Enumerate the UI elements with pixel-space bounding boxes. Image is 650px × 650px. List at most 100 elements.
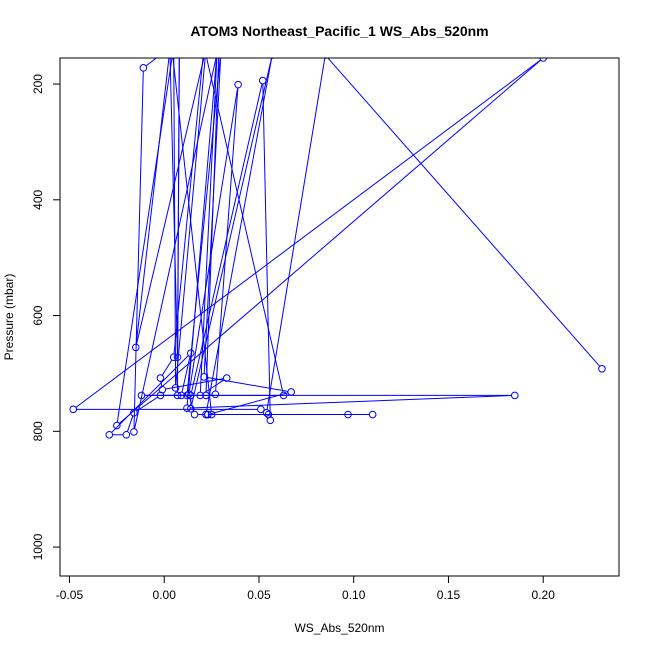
data-point [279, 391, 288, 400]
y-axis-label: Pressure (mbar) [2, 274, 16, 361]
series-line-segment [172, 58, 212, 412]
y-tick-label: 200 [31, 74, 45, 94]
data-point [200, 373, 208, 381]
data-point [183, 391, 191, 400]
x-tick-label: 0.20 [532, 588, 556, 602]
data-point [322, 58, 328, 59]
data-point [105, 430, 114, 439]
data-point [130, 408, 138, 417]
data-point [186, 349, 195, 357]
y-tick-label: 400 [31, 189, 45, 209]
series-line-segment [202, 379, 225, 394]
series-line-segment [191, 58, 272, 406]
data-point [214, 46, 221, 53]
series-line-segment [191, 83, 263, 393]
series-line-segment [188, 88, 239, 391]
data-point [262, 408, 271, 417]
y-tick-label: 800 [31, 421, 45, 441]
data-point [173, 391, 182, 400]
series-line-segment [119, 59, 541, 424]
data-point [169, 353, 178, 362]
data-point [269, 58, 275, 59]
series-line-segment [190, 395, 512, 409]
series-line-segment [136, 396, 158, 412]
data-point [287, 388, 295, 396]
data-point [222, 374, 231, 382]
series-line-segment [136, 58, 205, 345]
data-point [196, 391, 205, 400]
data-point [156, 374, 165, 382]
x-tick-label: 0.05 [247, 588, 271, 602]
data-point [122, 430, 131, 439]
data-point [137, 391, 146, 400]
x-tick-label: -0.05 [56, 588, 84, 602]
data-point [176, 37, 183, 44]
series-line-segment [177, 58, 180, 392]
data-point [177, 391, 186, 400]
series-line-segment [211, 392, 288, 415]
chart-title: ATOM3 Northeast_Pacific_1 WS_Abs_520nm [190, 23, 488, 39]
data-point [190, 410, 199, 419]
series-line-segment [111, 355, 189, 433]
data-point [218, 46, 225, 53]
series-line-segment [145, 58, 158, 67]
data-point [185, 390, 193, 399]
series-line-segment [266, 58, 326, 410]
data-point [344, 410, 352, 419]
series-line-segment [207, 377, 288, 392]
plot-area [69, 37, 606, 439]
data-point [204, 410, 212, 419]
data-point [368, 410, 377, 419]
data-point [156, 391, 165, 400]
data-point [131, 343, 140, 352]
data-point [207, 410, 216, 419]
data-point [211, 390, 220, 399]
data-point [139, 64, 148, 72]
data-point [202, 410, 210, 419]
y-axis: 200 400 600 800 1000 [31, 74, 61, 560]
series-line-segment [206, 58, 273, 412]
data-point [216, 40, 223, 47]
data-point [202, 391, 210, 400]
series-line-segment [133, 71, 144, 429]
data-point [69, 405, 78, 414]
x-tick-label: 0.15 [437, 588, 461, 602]
data-point [170, 43, 177, 50]
x-axis-label: WS_Abs_520nm [294, 621, 384, 635]
series-line-segment [116, 58, 173, 423]
x-tick-label: 0.00 [153, 588, 177, 602]
x-tick-label: 0.10 [342, 588, 366, 602]
series-line-segment [262, 84, 271, 417]
data-point [169, 43, 176, 50]
series-line-segment [173, 58, 177, 385]
series-line-segment [134, 58, 217, 429]
series-line-segment [161, 359, 173, 376]
series-line-segment [169, 58, 178, 354]
data-point [173, 353, 182, 362]
data-point [258, 76, 267, 85]
data-point [203, 46, 210, 53]
series-line-segment [75, 59, 541, 408]
series-line-segment [135, 58, 170, 344]
data-point [510, 391, 519, 400]
y-tick-label: 600 [31, 305, 45, 325]
data-point [598, 365, 606, 373]
series-line-segment [181, 356, 191, 393]
data-point [130, 428, 138, 436]
series-line-segment [327, 58, 601, 367]
series-line-segment [126, 415, 134, 432]
data-point [186, 391, 195, 400]
x-axis: -0.05 0.00 0.05 0.10 0.15 0.20 [56, 575, 556, 602]
series-line-segment [186, 58, 221, 392]
series-line-segment [165, 378, 224, 390]
plot-frame [59, 57, 620, 577]
data-point [257, 405, 265, 414]
data-point [201, 43, 208, 50]
data-point [234, 80, 242, 89]
data-point [167, 46, 174, 53]
data-point [183, 404, 191, 412]
data-point [186, 404, 195, 413]
data-point [171, 384, 180, 392]
data-point [266, 416, 275, 425]
